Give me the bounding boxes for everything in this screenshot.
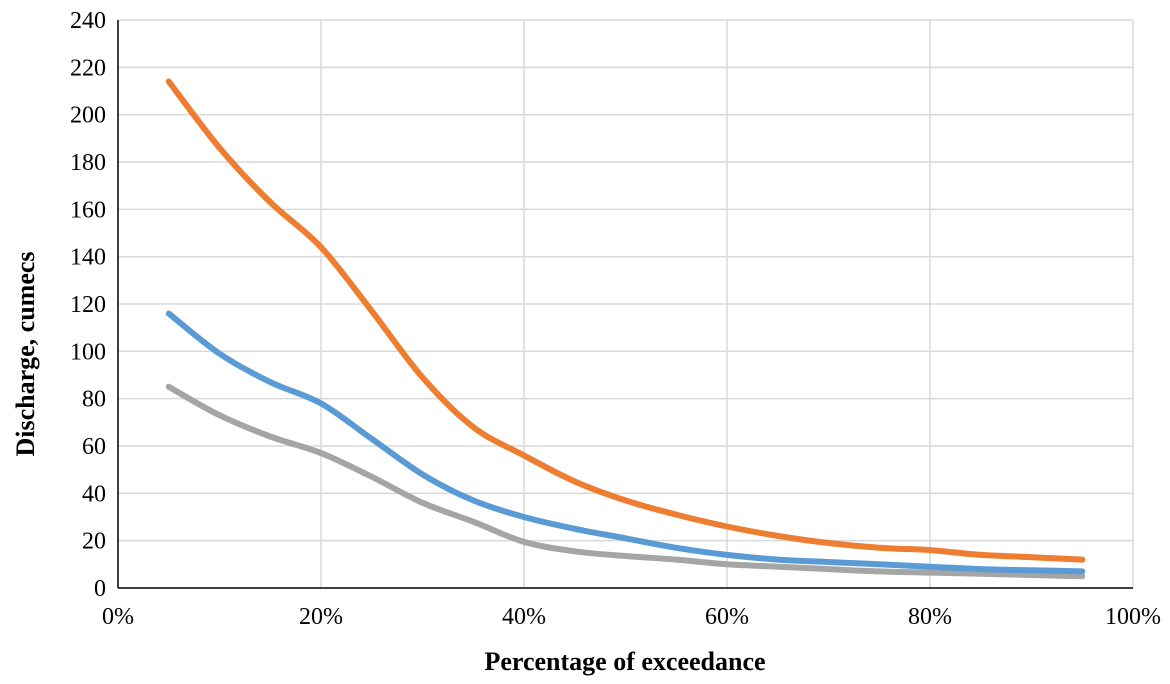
y-tick-label: 100 xyxy=(70,339,106,365)
axes xyxy=(117,20,1133,589)
series-line-3 xyxy=(165,383,1086,580)
x-tick-label: 100% xyxy=(1105,604,1161,630)
y-tick-label: 40 xyxy=(82,481,106,507)
series-line-2 xyxy=(165,310,1086,575)
series-line-1 xyxy=(165,78,1086,563)
x-tick-label: 80% xyxy=(908,604,952,630)
series-lines xyxy=(165,78,1086,580)
y-tick-label: 160 xyxy=(70,197,106,223)
x-tick-label: 0% xyxy=(102,604,134,630)
y-tick-label: 80 xyxy=(82,387,106,413)
y-tick-label: 60 xyxy=(82,434,106,460)
y-tick-label: 20 xyxy=(82,529,106,555)
y-tick-labels: 0 20 40 60 80 100 120 140 160 180 200 220 240 xyxy=(70,8,106,602)
y-tick-label: 180 xyxy=(70,150,106,176)
x-axis-title: Percentage of exceedance xyxy=(484,647,765,676)
x-tick-label: 40% xyxy=(502,604,546,630)
x-tick-labels: 0% 20% 40% 60% 80% 100% xyxy=(102,604,1161,630)
y-tick-label: 240 xyxy=(70,8,106,34)
x-tick-label: 20% xyxy=(299,604,343,630)
y-tick-label: 0 xyxy=(94,576,106,602)
y-tick-label: 200 xyxy=(70,103,106,129)
grid-lines xyxy=(118,19,1134,588)
y-tick-label: 120 xyxy=(70,292,106,318)
y-axis-title: Discharge, cumecs xyxy=(11,251,40,456)
y-tick-label: 220 xyxy=(70,55,106,81)
y-tick-label: 140 xyxy=(70,245,106,271)
x-tick-label: 60% xyxy=(705,604,749,630)
